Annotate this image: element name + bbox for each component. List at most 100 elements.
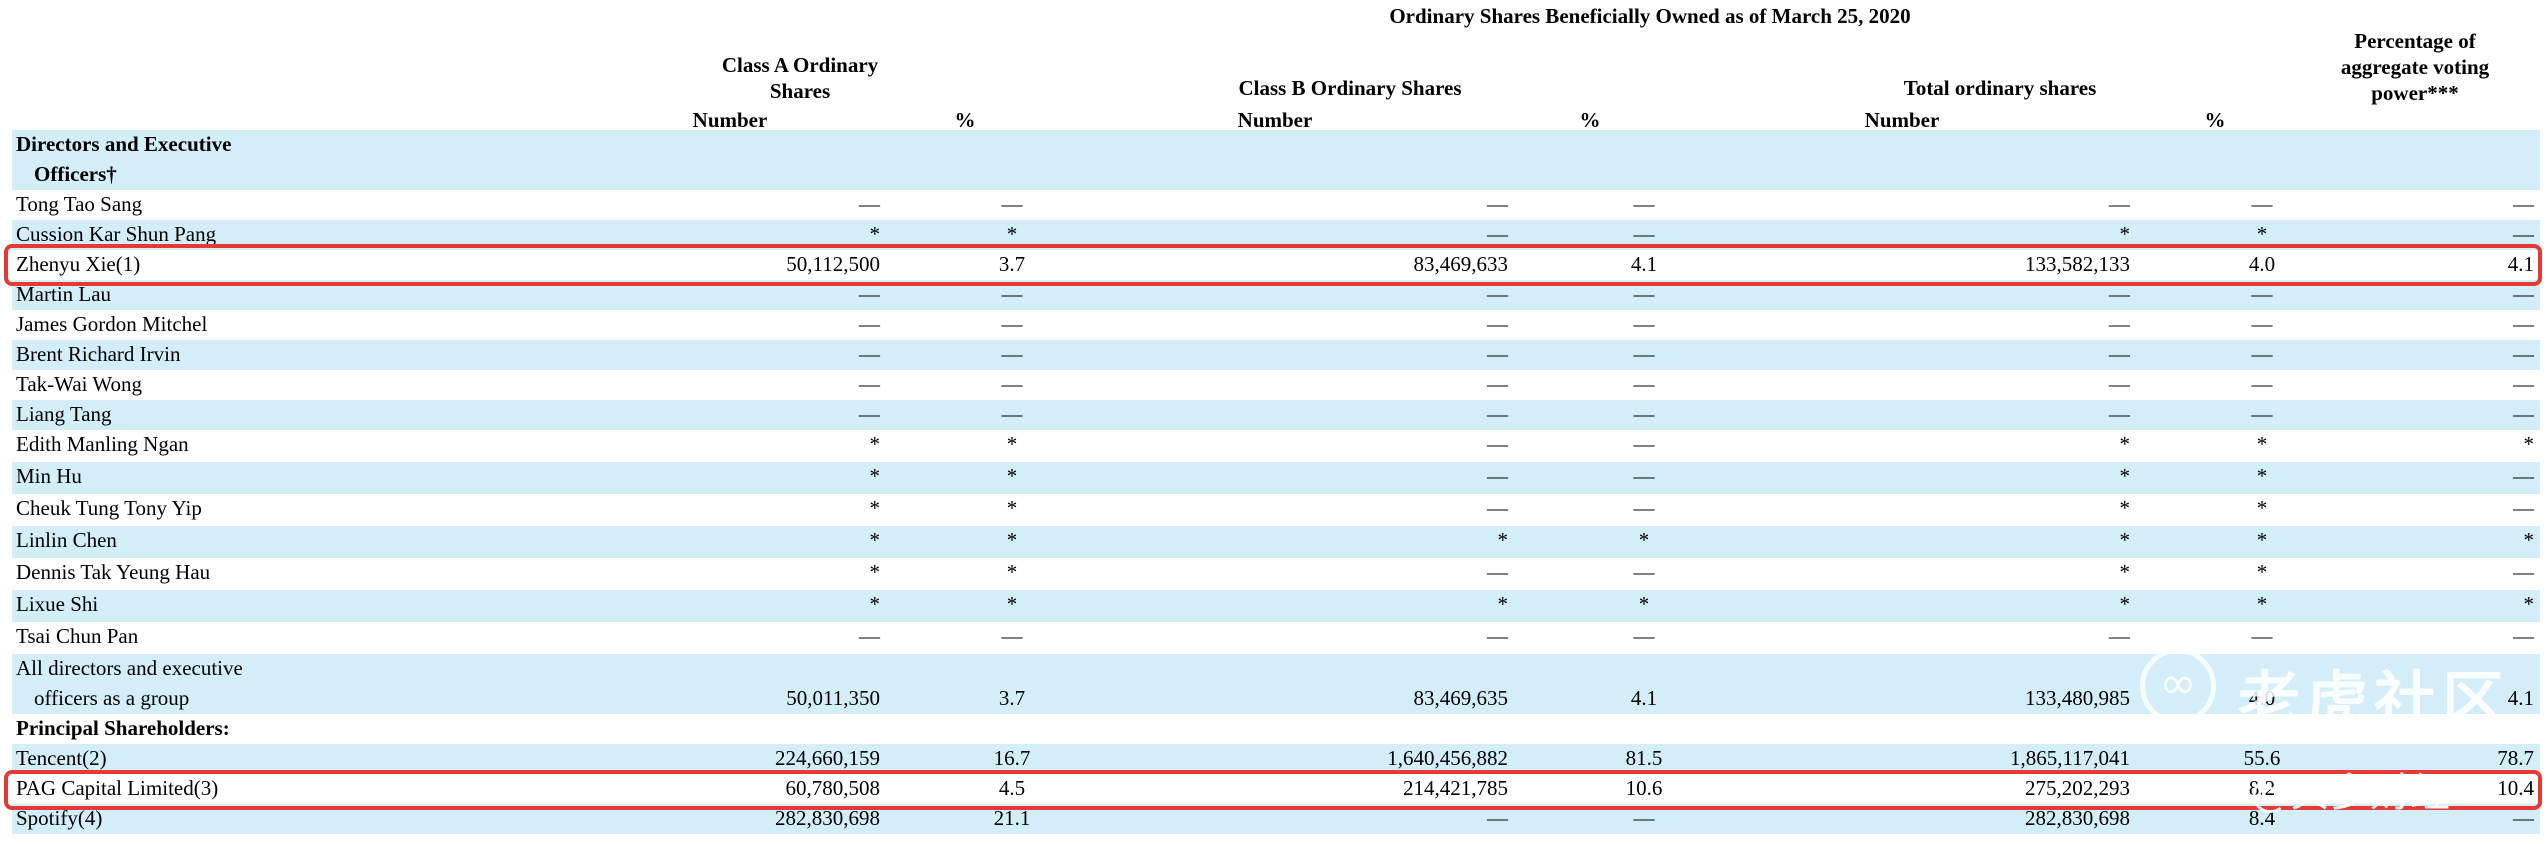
table-row: Liang Tang — — — — — — — bbox=[12, 400, 2540, 430]
row-name: Brent Richard Irvin bbox=[16, 342, 181, 366]
cell-t-num: — bbox=[2109, 282, 2130, 306]
table-row: Tsai Chun Pan — — — — — — — bbox=[12, 622, 2540, 654]
cell-b-pct: * bbox=[1638, 592, 1650, 616]
cell-b-num: — bbox=[1487, 464, 1508, 488]
cell-b-num: — bbox=[1487, 560, 1508, 584]
cell-vote: — bbox=[2513, 372, 2534, 396]
table-row: officers as a group 50,011,350 3.7 83,469,6… bbox=[12, 684, 2540, 714]
cell-a-pct: — bbox=[1001, 192, 1023, 216]
cell-a-pct: * bbox=[1006, 560, 1018, 584]
row-name: Dennis Tak Yeung Hau bbox=[16, 560, 211, 584]
table-row: James Gordon Mitchel — — — — — — — bbox=[12, 310, 2540, 340]
table-row: Cheuk Tung Tony Yip * * — — * * — bbox=[12, 494, 2540, 526]
row-name: Tencent(2) bbox=[16, 746, 107, 770]
cell-t-pct: 55.6 bbox=[2243, 746, 2281, 770]
cell-b-num: — bbox=[1487, 432, 1508, 456]
row-name: Zhenyu Xie(1) bbox=[16, 252, 141, 276]
cell-b-num: — bbox=[1487, 282, 1508, 306]
row-name: Min Hu bbox=[16, 464, 82, 488]
cell-b-pct: — bbox=[1633, 806, 1655, 830]
cell-a-pct: * bbox=[1006, 222, 1018, 246]
cell-b-num: — bbox=[1487, 806, 1508, 830]
cell-t-num: 282,830,698 bbox=[2025, 806, 2130, 830]
cell-b-pct: 81.5 bbox=[1625, 746, 1663, 770]
cell-vote: — bbox=[2513, 806, 2534, 830]
cell-b-pct: — bbox=[1633, 624, 1655, 648]
table-row: Tak-Wai Wong — — — — — — — bbox=[12, 370, 2540, 400]
table-row: PAG Capital Limited(3) 60,780,508 4.5 214,4… bbox=[12, 774, 2540, 804]
cell-t-pct: — bbox=[2251, 192, 2273, 216]
class-b-number-label: Number bbox=[1237, 108, 1313, 132]
cell-a-num: 50,011,350 bbox=[786, 686, 880, 710]
class-a-title: Class A Ordinary Shares bbox=[721, 53, 879, 103]
cell-vote: 4.1 bbox=[2507, 686, 2534, 710]
row-name: Tong Tao Sang bbox=[16, 192, 143, 216]
cell-t-num: — bbox=[2109, 312, 2130, 336]
cell-a-num: * bbox=[869, 432, 881, 456]
class-a-percent-label: % bbox=[954, 108, 976, 132]
cell-t-pct: — bbox=[2251, 402, 2273, 426]
cell-b-pct: — bbox=[1633, 312, 1655, 336]
cell-a-num: — bbox=[859, 312, 880, 336]
cell-t-pct: 8.2 bbox=[2248, 776, 2276, 800]
cell-b-pct: * bbox=[1638, 528, 1650, 552]
cell-a-pct: 3.7 bbox=[998, 686, 1026, 710]
table-row: Lixue Shi * * * * * * * bbox=[12, 590, 2540, 622]
cell-t-num: * bbox=[2119, 464, 2131, 488]
cell-b-num: 83,469,633 bbox=[1413, 252, 1509, 276]
cell-t-pct: * bbox=[2256, 528, 2268, 552]
cell-a-num: — bbox=[859, 372, 880, 396]
cell-t-num: * bbox=[2119, 222, 2131, 246]
row-name: Liang Tang bbox=[16, 402, 112, 426]
row-name: All directors and executive bbox=[16, 656, 243, 680]
cell-a-pct: 4.5 bbox=[998, 776, 1026, 800]
cell-a-num: * bbox=[869, 560, 881, 584]
cell-t-pct: * bbox=[2256, 222, 2268, 246]
cell-b-pct: 10.6 bbox=[1625, 776, 1663, 800]
cell-a-pct: — bbox=[1001, 624, 1023, 648]
cell-b-pct: — bbox=[1633, 464, 1655, 488]
cell-vote: — bbox=[2513, 312, 2534, 336]
cell-a-num: — bbox=[859, 192, 880, 216]
cell-b-pct: 4.1 bbox=[1630, 252, 1658, 276]
cell-a-pct: 21.1 bbox=[993, 806, 1031, 830]
cell-t-pct: — bbox=[2251, 282, 2273, 306]
cell-t-pct: * bbox=[2256, 592, 2268, 616]
cell-t-num: — bbox=[2109, 192, 2130, 216]
cell-vote: 78.7 bbox=[2497, 746, 2534, 770]
table-row: Officers† bbox=[12, 160, 2540, 190]
cell-b-pct: — bbox=[1633, 282, 1655, 306]
cell-t-pct: — bbox=[2251, 372, 2273, 396]
cell-a-num: — bbox=[859, 342, 880, 366]
cell-b-pct: — bbox=[1633, 342, 1655, 366]
table-row: Edith Manling Ngan * * — — * * * bbox=[12, 430, 2540, 462]
cell-a-num: 60,780,508 bbox=[785, 776, 881, 800]
cell-t-pct: 8.4 bbox=[2248, 806, 2276, 830]
cell-vote: — bbox=[2513, 222, 2534, 246]
cell-t-pct: * bbox=[2256, 464, 2268, 488]
cell-t-pct: — bbox=[2251, 342, 2273, 366]
cell-t-num: — bbox=[2109, 342, 2130, 366]
cell-vote: — bbox=[2513, 402, 2534, 426]
cell-a-num: — bbox=[859, 402, 880, 426]
cell-b-num: — bbox=[1487, 372, 1508, 396]
table-row: Min Hu * * — — * * — bbox=[12, 462, 2540, 494]
highlight-zhenyu-xie bbox=[4, 244, 2542, 286]
cell-vote: 4.1 bbox=[2507, 252, 2534, 276]
row-name: officers as a group bbox=[34, 686, 190, 710]
table-row: Tencent(2) 224,660,159 16.7 1,640,456,882 81… bbox=[12, 744, 2540, 774]
cell-a-num: * bbox=[869, 528, 881, 552]
cell-t-num: * bbox=[2119, 560, 2131, 584]
cell-vote: * bbox=[2523, 432, 2535, 456]
cell-a-pct: — bbox=[1001, 402, 1023, 426]
row-name: Cussion Kar Shun Pang bbox=[16, 222, 217, 246]
cell-a-pct: — bbox=[1001, 372, 1023, 396]
cell-a-num: * bbox=[869, 222, 881, 246]
cell-t-num: — bbox=[2109, 402, 2130, 426]
class-b-title: Class B Ordinary Shares bbox=[1238, 76, 1462, 100]
cell-a-num: — bbox=[859, 282, 880, 306]
cell-vote: — bbox=[2513, 496, 2534, 520]
watermark-brand: 老虎社区 bbox=[2238, 664, 2511, 737]
cell-b-num: — bbox=[1487, 342, 1508, 366]
cell-vote: * bbox=[2523, 528, 2535, 552]
